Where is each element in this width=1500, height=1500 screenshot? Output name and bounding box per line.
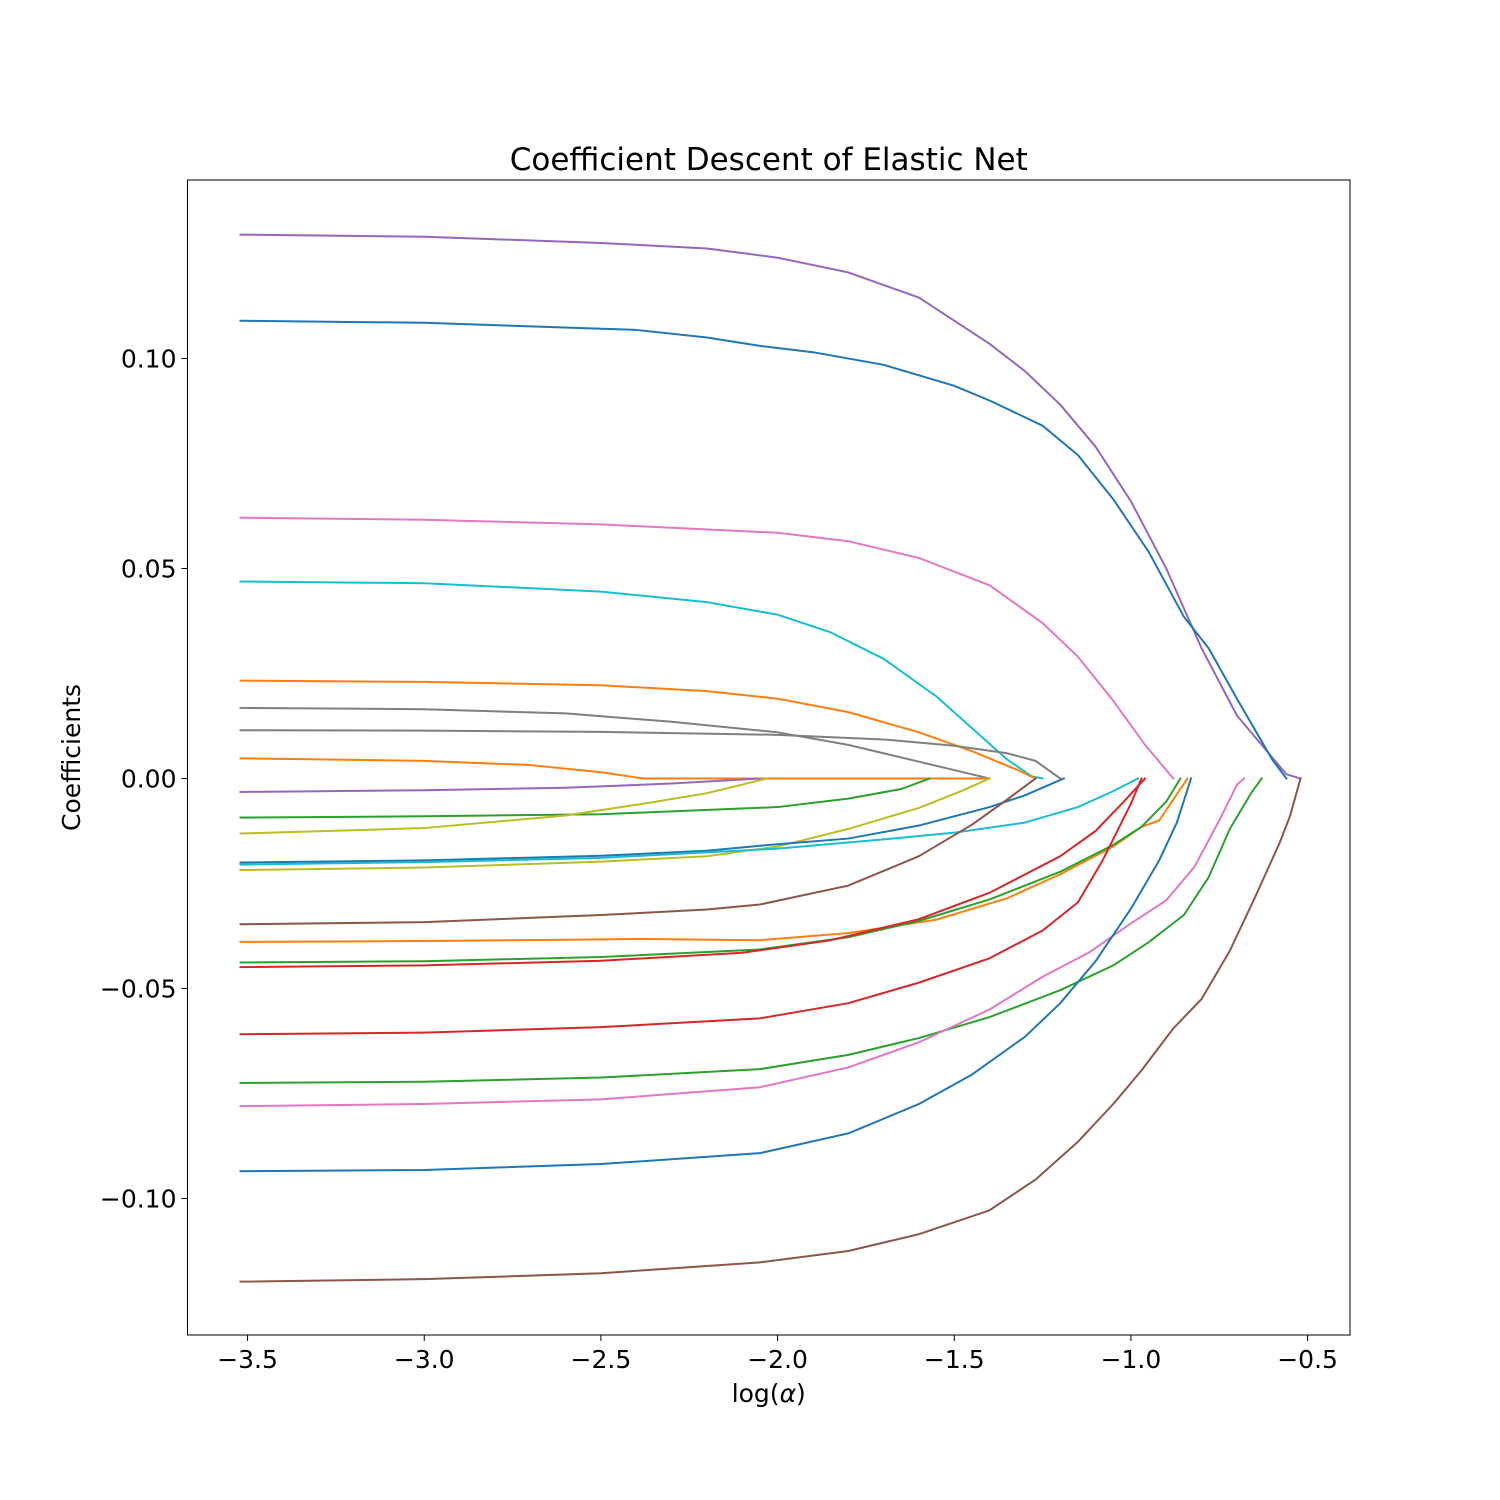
x-axis-label: log(α) <box>732 1379 806 1408</box>
series-line-22 <box>239 777 1193 1173</box>
x-tick-label: −3.0 <box>394 1345 455 1374</box>
x-axis-label-symbol: α <box>780 1379 797 1408</box>
series-line-10 <box>239 777 931 819</box>
y-tick-label: 0.05 <box>121 555 177 584</box>
x-tick-label: −1.0 <box>1101 1345 1162 1374</box>
series-line-12 <box>239 777 991 872</box>
x-axis: −3.5 −3.0 −2.5 −2.0 −1.5 −1.0 −0.5 <box>217 1335 1338 1374</box>
plot-background <box>187 180 1350 1335</box>
x-tick-label: −2.5 <box>571 1345 632 1374</box>
series-line-11 <box>239 777 769 835</box>
series-line-14 <box>239 777 1140 866</box>
x-tick-label: −0.5 <box>1277 1345 1338 1374</box>
series-line-19 <box>239 777 1143 1036</box>
series-line-5 <box>239 679 1037 780</box>
series-line-18 <box>239 777 1147 969</box>
series-lines <box>239 233 1302 1283</box>
series-line-3 <box>239 516 1175 780</box>
plot-area <box>187 179 1351 1336</box>
y-tick-label: −0.05 <box>100 975 177 1004</box>
x-tick-label: −3.5 <box>217 1345 278 1374</box>
series-line-13 <box>239 777 1066 864</box>
series-line-8 <box>239 757 991 780</box>
series-line-15 <box>239 777 1037 926</box>
plot-frame <box>187 179 1351 1336</box>
x-tick-label: −2.0 <box>747 1345 808 1374</box>
x-tick-label: −1.5 <box>924 1345 985 1374</box>
series-line-23 <box>239 777 1302 1283</box>
series-line-21 <box>239 777 1246 1108</box>
series-line-7 <box>239 729 1062 780</box>
series-line-1 <box>239 233 1302 780</box>
y-tick-label: 0.10 <box>121 345 177 374</box>
series-line-2 <box>239 319 1288 780</box>
series-line-6 <box>239 706 991 780</box>
y-axis: 0.10 0.05 0.00 −0.05 −0.10 <box>100 345 188 1214</box>
series-line-17 <box>239 777 1182 964</box>
chart-title: Coefficient Descent of Elastic Net <box>510 142 1028 178</box>
series-line-4 <box>239 580 1044 780</box>
y-tick-label: 0.00 <box>121 765 177 794</box>
series-line-20 <box>239 777 1264 1085</box>
y-axis-label: Coefficients <box>57 684 86 831</box>
x-axis-label-text: log( <box>732 1379 780 1408</box>
series-line-9 <box>239 777 761 793</box>
y-tick-label: −0.10 <box>100 1185 177 1214</box>
x-axis-label-close: ) <box>796 1379 806 1408</box>
